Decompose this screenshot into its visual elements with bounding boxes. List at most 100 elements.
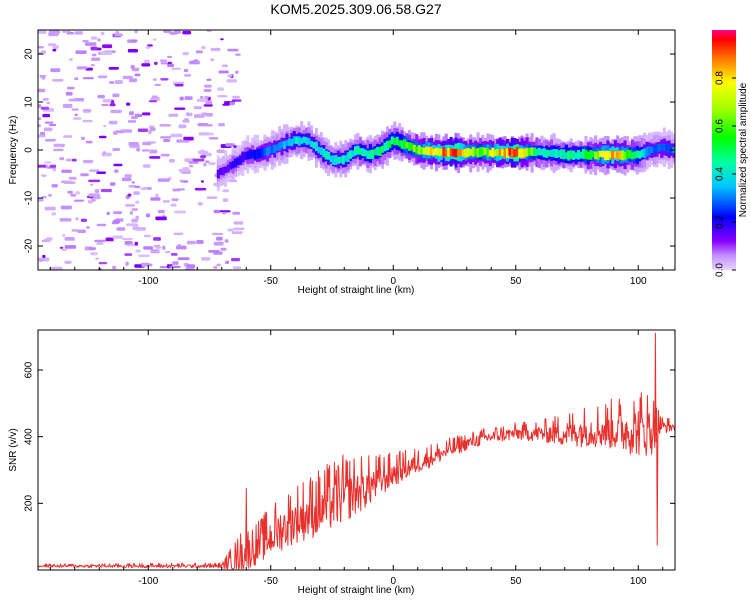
ridge-cell <box>626 149 630 159</box>
noise-cell <box>86 226 90 229</box>
ridge-cell <box>648 146 652 156</box>
noise-cell <box>43 127 53 132</box>
ridge-cell <box>283 141 287 149</box>
noise-cell <box>113 219 121 224</box>
noise-cell <box>128 142 139 146</box>
colorbar-tick-label: 0.8 <box>715 71 726 85</box>
noise-cell <box>73 117 82 120</box>
noise-cell <box>90 252 98 256</box>
noise-cell <box>232 95 240 99</box>
noise-cell <box>38 88 46 93</box>
ridge-cell <box>427 147 431 156</box>
ridge-cell <box>528 148 532 156</box>
noise-cell <box>149 127 156 132</box>
noise-cell <box>120 129 132 133</box>
noise-cell <box>179 96 184 101</box>
noise-cell <box>53 143 65 148</box>
noise-cell <box>179 179 184 183</box>
noise-cell <box>98 75 108 79</box>
ridge-cell <box>601 150 605 158</box>
ridge-cell <box>234 158 237 168</box>
noise-cell <box>127 120 137 123</box>
ridge-cell <box>579 151 583 159</box>
ridge-cell <box>305 137 309 145</box>
noise-cell <box>135 200 140 204</box>
ridge-cell <box>452 148 456 157</box>
noise-cell <box>150 197 161 201</box>
ridge-cell <box>349 150 353 159</box>
noise-cell <box>178 124 187 129</box>
colorbar-tick-label: 0.2 <box>715 215 726 229</box>
noise-cell <box>210 47 221 52</box>
noise-cell <box>153 237 161 241</box>
noise-cell <box>162 200 170 203</box>
noise-cell <box>131 67 140 72</box>
ridge-cell <box>645 146 649 157</box>
noise-cell <box>220 247 227 251</box>
ridge-cell <box>481 147 485 156</box>
noise-cell <box>217 87 224 91</box>
noise-cell <box>75 191 80 195</box>
noise-cell <box>110 182 116 186</box>
noise-cell <box>192 60 200 63</box>
noise-cell <box>152 78 157 81</box>
noise-cell <box>61 169 72 173</box>
noise-cell <box>157 210 165 214</box>
noise-cell <box>125 204 135 207</box>
ridge-cell <box>518 148 522 158</box>
noise-cell <box>90 64 95 67</box>
ridge-cell <box>366 150 370 159</box>
noise-cell <box>134 185 141 189</box>
ridge-cell <box>555 149 558 158</box>
noise-cell <box>226 79 238 83</box>
noise-cell <box>201 257 211 261</box>
ridge-cell <box>483 148 487 155</box>
ridge-cell <box>425 146 429 156</box>
spectrogram-frame <box>37 29 676 271</box>
noise-cell <box>38 124 41 128</box>
noise-cell <box>100 51 112 55</box>
ridge-cell <box>300 137 304 145</box>
noise-cell <box>67 86 75 90</box>
noise-cell <box>174 30 181 34</box>
noise-cell <box>127 193 132 197</box>
noise-cell <box>110 109 122 114</box>
ridge-cell <box>657 143 661 152</box>
noise-cell <box>213 209 221 214</box>
ridge-cell <box>537 147 541 156</box>
noise-cell <box>42 98 49 101</box>
ridge-cell <box>574 152 578 159</box>
noise-cell <box>231 231 243 235</box>
noise-cell <box>91 53 97 57</box>
noise-cell <box>145 213 151 218</box>
noise-cell <box>82 119 93 123</box>
ridge-cell <box>420 147 424 155</box>
noise-cell <box>213 266 218 269</box>
ridge-cell <box>327 151 331 160</box>
noise-cell <box>182 51 189 56</box>
noise-cell <box>94 239 106 243</box>
noise-cell <box>62 30 71 33</box>
snr-ticks: -100 -50 0 50 100 200 400 600 <box>24 330 675 587</box>
noise-cell <box>50 68 61 73</box>
ridge-cell <box>398 140 402 147</box>
colorbar-tick-label: 0.6 <box>715 119 726 133</box>
ridge-cell <box>469 149 473 156</box>
noise-cell <box>87 200 94 204</box>
noise-cell <box>75 50 87 54</box>
noise-cell <box>48 32 59 37</box>
ridge-cell <box>525 147 529 157</box>
ridge-cell <box>417 145 421 155</box>
noise-cell <box>160 153 170 157</box>
noise-cell <box>114 33 123 37</box>
ridge-cell <box>638 151 642 159</box>
ridge-cell <box>540 149 544 156</box>
noise-cell <box>133 191 140 195</box>
ridge-cell <box>385 140 389 151</box>
ridge-cell <box>248 149 252 160</box>
noise-cell <box>163 139 171 143</box>
noise-cell <box>108 67 119 70</box>
noise-cell <box>38 30 47 34</box>
ridge-cell <box>231 161 235 169</box>
